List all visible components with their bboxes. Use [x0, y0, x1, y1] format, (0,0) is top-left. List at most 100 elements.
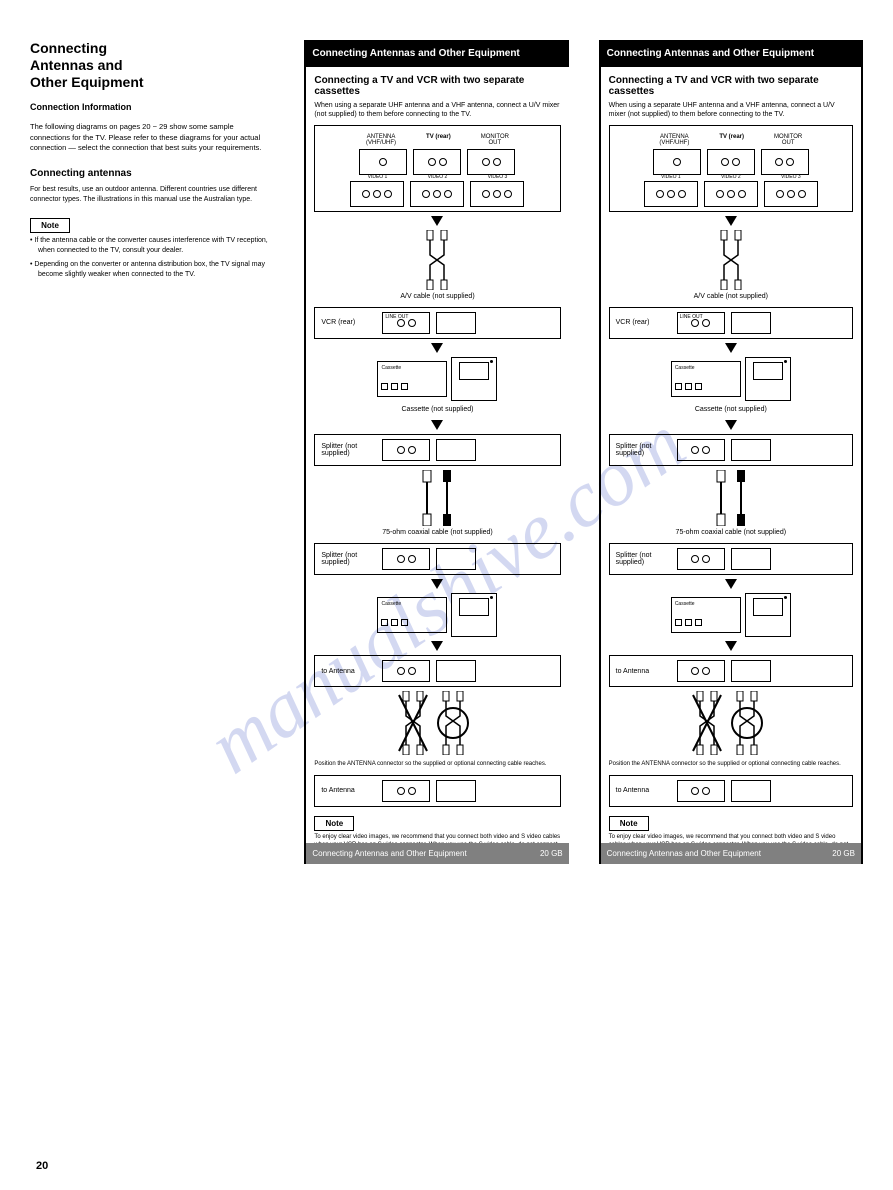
arrow-icon	[431, 343, 443, 353]
antenna-ports	[677, 660, 725, 682]
cassette-label: Cassette (not supplied)	[609, 405, 853, 414]
cassette-front	[451, 593, 497, 637]
port-group	[413, 149, 461, 175]
vcr-row: VCR (rear) LINE OUT	[314, 307, 560, 339]
section-title: Connecting a TV and VCR with two separat…	[609, 75, 853, 97]
cable-note: Position the ANTENNA connector so the su…	[609, 761, 853, 769]
spacer	[436, 548, 476, 570]
tv-rear-panel: ANTENNA (VHF/UHF) TV (rear) MONITOR OUT …	[609, 125, 853, 212]
note-heading: Note	[609, 816, 649, 831]
cassette-front	[451, 357, 497, 401]
note-heading: Note	[314, 816, 354, 831]
splitter-row: Splitter (not supplied)	[609, 434, 853, 466]
bullet-1: • Depending on the converter or antenna …	[30, 260, 274, 280]
arrow-icon	[725, 420, 737, 430]
splitter-ports	[382, 439, 430, 461]
port-row-bottom: VIDEO 1 VIDEO 2 VIDEO 3	[616, 181, 846, 207]
spacer	[731, 312, 771, 334]
arrow-icon	[431, 420, 443, 430]
arrow-icon	[725, 641, 737, 651]
cassette-unit-2: Cassette	[314, 593, 560, 637]
vcr-ports: LINE OUT	[677, 312, 725, 334]
coax-cable-diagram: 75-ohm coaxial cable (not supplied)	[609, 470, 853, 537]
port-group	[653, 149, 701, 175]
footer-left: Connecting Antennas and Other Equipment	[607, 849, 761, 858]
tv-right-label: MONITOR OUT	[774, 134, 802, 146]
port-video2: VIDEO 2	[704, 181, 758, 207]
spacer	[731, 548, 771, 570]
port-group	[707, 149, 755, 175]
cassette-unit: Cassette	[609, 357, 853, 401]
body-text-2: For best results, use an outdoor antenna…	[30, 185, 274, 205]
spacer	[436, 312, 476, 334]
antenna-row: to Antenna	[609, 655, 853, 687]
section-title: Connecting a TV and VCR with two separat…	[314, 75, 560, 97]
splitter-label: Splitter (not supplied)	[321, 552, 376, 567]
final-ports	[382, 780, 430, 802]
tv-left-label: ANTENNA (VHF/UHF)	[659, 134, 689, 146]
vcr-row: VCR (rear) LINE OUT	[609, 307, 853, 339]
antenna-label: to Antenna	[616, 668, 671, 676]
cassette-front	[745, 357, 791, 401]
port-row-top	[616, 149, 846, 175]
final-label: to Antenna	[616, 787, 671, 795]
footer-right: 20 GB	[540, 849, 563, 858]
splitter-row-2: Splitter (not supplied)	[314, 543, 560, 575]
section-heading: Connecting antennas	[30, 168, 274, 179]
body-text-1: The following diagrams on pages 20 − 29 …	[30, 122, 274, 154]
port-row-bottom: VIDEO 1 VIDEO 2 VIDEO 3	[321, 181, 553, 207]
page-number: 20	[36, 1160, 48, 1172]
port-video1: VIDEO 1	[350, 181, 404, 207]
tv-left-label: ANTENNA (VHF/UHF)	[366, 134, 396, 146]
cable-label: A/V cable (not supplied)	[609, 292, 853, 301]
cassette-unit: Cassette	[314, 357, 560, 401]
column-header: Connecting Antennas and Other Equipment	[306, 40, 568, 67]
vcr-label: VCR (rear)	[321, 319, 376, 327]
splitter-row: Splitter (not supplied)	[314, 434, 560, 466]
cassette-back: Cassette	[377, 597, 447, 633]
arrow-icon	[431, 579, 443, 589]
port-video3: VIDEO 3	[764, 181, 818, 207]
cassette-back: Cassette	[671, 361, 741, 397]
port-group	[359, 149, 407, 175]
right-column: Connecting Antennas and Other Equipment …	[599, 40, 863, 864]
splitter-ports	[677, 439, 725, 461]
final-ports	[677, 780, 725, 802]
arrow-icon	[725, 216, 737, 226]
splitter-ports	[677, 548, 725, 570]
cable-label: 75-ohm coaxial cable (not supplied)	[314, 528, 560, 537]
footer-bar: Connecting Antennas and Other Equipment …	[306, 843, 568, 864]
footer-bar: Connecting Antennas and Other Equipment …	[601, 843, 861, 864]
splitter-row-2: Splitter (not supplied)	[609, 543, 853, 575]
splitter-ports	[382, 548, 430, 570]
arrow-icon	[725, 343, 737, 353]
arrow-icon	[431, 216, 443, 226]
cassette-back: Cassette	[671, 597, 741, 633]
tv-top-label: TV (rear)	[719, 134, 744, 146]
splitter-label: Splitter (not supplied)	[616, 552, 671, 567]
antenna-label: to Antenna	[321, 668, 376, 676]
cassette-front	[745, 593, 791, 637]
cable-label: A/V cable (not supplied)	[314, 292, 560, 301]
cassette-unit-2: Cassette	[609, 593, 853, 637]
spacer	[731, 439, 771, 461]
column-header: Connecting Antennas and Other Equipment	[601, 40, 861, 67]
spacer	[731, 780, 771, 802]
splitter-label: Splitter (not supplied)	[616, 443, 671, 458]
bullet-0: • If the antenna cable or the converter …	[30, 236, 274, 256]
spacer	[731, 660, 771, 682]
left-column: Connecting Antennas and Other Equipment …	[30, 40, 274, 864]
tv-right-label: MONITOR OUT	[481, 134, 509, 146]
final-label: to Antenna	[321, 787, 376, 795]
tv-top-label: TV (rear)	[426, 134, 451, 146]
arrow-icon	[725, 579, 737, 589]
port-row-top	[321, 149, 553, 175]
port-group	[467, 149, 515, 175]
spacer	[436, 439, 476, 461]
port-video3: VIDEO 3	[470, 181, 524, 207]
coax-cable-diagram: 75-ohm coaxial cable (not supplied)	[314, 470, 560, 537]
vcr-ports: LINE OUT	[382, 312, 430, 334]
cassette-label: Cassette (not supplied)	[314, 405, 560, 414]
intro-text: When using a separate UHF antenna and a …	[314, 101, 560, 119]
port-group	[761, 149, 809, 175]
